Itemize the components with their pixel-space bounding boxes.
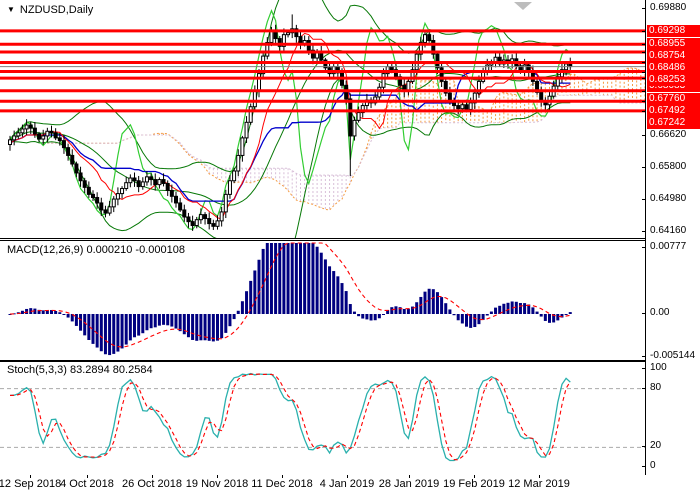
stoch-tick-label: 0 xyxy=(650,460,656,471)
time-axis-label: 28 Jan 2019 xyxy=(378,478,440,490)
time-axis[interactable]: 12 Sep 2018 4 Oct 2018 26 Oct 2018 19 Nov 2… xyxy=(0,475,700,500)
price-tick-label: 0.66620 xyxy=(650,129,687,141)
main-chart-pane[interactable]: ▼ NZDUSD,Daily xyxy=(0,0,646,239)
axis-tick-mark xyxy=(642,90,646,92)
level-price-label: 0.69298 xyxy=(647,25,700,37)
axis-tick-mark xyxy=(642,52,646,54)
main-chart-canvas xyxy=(0,0,646,238)
symbol-dropdown-icon[interactable]: ▼ xyxy=(7,5,15,14)
axis-tick-mark xyxy=(642,71,646,73)
level-price-label: 0.67760 xyxy=(647,93,700,105)
axis-tick-mark xyxy=(642,30,646,32)
time-axis-label: 4 Oct 2018 xyxy=(60,478,114,490)
macd-canvas xyxy=(8,242,572,356)
axis-tick-mark xyxy=(642,110,646,112)
macd-tick-label: 0.00 xyxy=(650,307,670,318)
macd-tick-label: -0.005144 xyxy=(650,350,696,361)
axis-tick-mark xyxy=(642,247,646,248)
level-price-label: 0.68754 xyxy=(647,50,700,62)
axis-tick-mark xyxy=(642,135,646,137)
axis-tick-mark xyxy=(642,199,646,201)
axis-tick-mark xyxy=(642,368,646,369)
level-price-label: 0.68486 xyxy=(647,62,700,74)
axis-tick-mark xyxy=(642,101,646,103)
time-axis-label: 11 Dec 2018 xyxy=(251,478,313,490)
time-tick-mark xyxy=(539,475,540,478)
symbol-label: ▼ NZDUSD,Daily xyxy=(7,4,93,16)
axis-tick-mark xyxy=(642,356,646,357)
time-axis-label: 4 Jan 2019 xyxy=(319,478,375,490)
stochastic-indicator-label: Stoch(5,3,3) 83.2894 80.2584 xyxy=(7,364,153,376)
price-tick-label: 0.69880 xyxy=(650,2,687,14)
price-axis[interactable]: 0.69880 0.66620 0.65800 0.64980 0.64160 0.007… xyxy=(642,0,700,475)
price-tick-label: 0.65800 xyxy=(650,161,687,173)
price-tick-label: 0.64980 xyxy=(650,193,687,205)
level-price-label: 0.68955 xyxy=(647,38,700,50)
axis-tick-mark xyxy=(642,230,646,232)
stochastic-indicator-pane[interactable]: Stoch(5,3,3) 83.2894 80.2584 xyxy=(0,361,646,476)
time-tick-mark xyxy=(282,475,283,478)
axis-tick-mark xyxy=(642,44,646,46)
time-axis-label: 26 Oct 2018 xyxy=(122,478,182,490)
level-price-label: 0.67242 xyxy=(647,117,700,129)
scroll-to-latest-icon[interactable] xyxy=(514,2,532,10)
macd-tick-label: 0.00777 xyxy=(650,241,687,252)
time-tick-mark xyxy=(347,475,348,478)
time-tick-mark xyxy=(474,475,475,478)
time-axis-label: 19 Feb 2019 xyxy=(443,478,505,490)
stoch-tick-label: 20 xyxy=(650,440,662,452)
macd-indicator-pane[interactable]: MACD(12,26,9) 0.000210 -0.000108 xyxy=(0,240,646,361)
axis-tick-mark xyxy=(642,313,646,314)
axis-tick-mark xyxy=(642,446,646,448)
time-tick-mark xyxy=(152,475,153,478)
time-tick-mark xyxy=(87,475,88,478)
axis-tick-mark xyxy=(642,167,646,169)
time-axis-label: 12 Mar 2019 xyxy=(508,478,570,490)
time-axis-label: 12 Sep 2018 xyxy=(0,478,62,490)
level-price-label: 0.68253 xyxy=(647,74,700,86)
time-tick-mark xyxy=(409,475,410,478)
axis-tick-mark xyxy=(642,62,646,64)
axis-tick-mark xyxy=(642,78,646,80)
macd-indicator-label: MACD(12,26,9) 0.000210 -0.000108 xyxy=(7,244,185,256)
symbol-label-text: NZDUSD,Daily xyxy=(19,4,94,16)
axis-tick-mark xyxy=(642,466,646,467)
time-tick-mark xyxy=(30,475,31,478)
time-axis-label: 19 Nov 2018 xyxy=(185,478,249,490)
stoch-tick-label: 100 xyxy=(650,362,667,373)
axis-tick-mark xyxy=(642,387,646,389)
level-price-label: 0.67492 xyxy=(647,105,700,117)
stoch-tick-label: 80 xyxy=(650,381,662,393)
axis-tick-mark xyxy=(642,8,646,10)
price-tick-label: 0.64160 xyxy=(650,224,687,236)
time-tick-mark xyxy=(217,475,218,478)
price-axis-line xyxy=(645,0,646,475)
stochastic-canvas xyxy=(0,372,646,462)
